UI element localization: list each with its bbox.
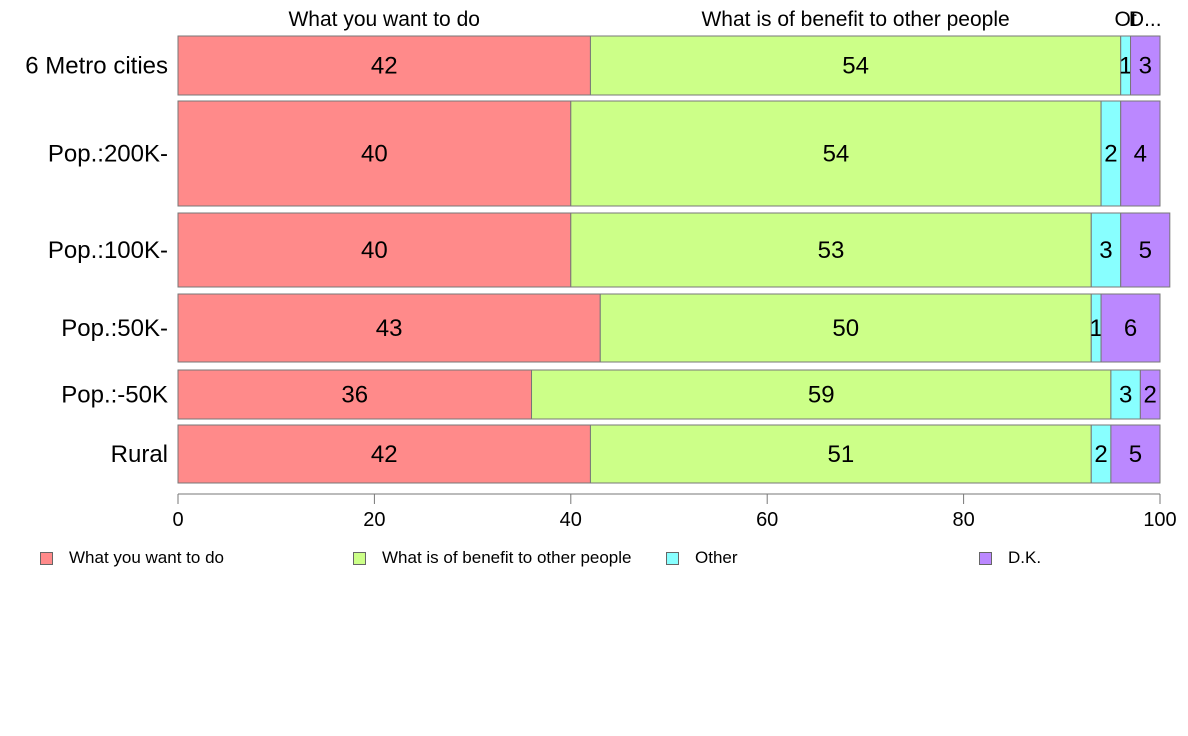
category-label: 6 Metro cities [25, 53, 168, 80]
legend-label: What is of benefit to other people [382, 548, 632, 567]
bar-segment [1110, 424, 1161, 484]
top-label: What you want to do [288, 8, 479, 31]
data-label: 3 [1099, 237, 1112, 264]
legend-item-want: What you want to do [40, 548, 224, 568]
category-label: Pop.:100K- [48, 237, 168, 264]
data-label: 3 [1139, 53, 1152, 80]
legend-swatch [979, 551, 992, 565]
legend-swatch [666, 551, 679, 565]
bar-segment [1100, 293, 1161, 363]
bar-segment [177, 369, 533, 420]
data-label: 54 [842, 53, 869, 80]
data-label: 42 [371, 441, 398, 468]
category-label: Rural [111, 441, 168, 468]
bar-segment [1110, 369, 1141, 420]
bar-segment [531, 369, 1112, 420]
bar-segment [589, 35, 1122, 96]
data-label: 2 [1094, 441, 1107, 468]
data-label: 36 [341, 382, 368, 409]
legend-item-other: Other [666, 548, 738, 568]
bar-segment [570, 212, 1092, 288]
legend-label: D.K. [1008, 548, 1042, 567]
bar-segment [1090, 212, 1122, 288]
data-label: 4 [1134, 141, 1147, 168]
legend-swatch [40, 551, 53, 565]
data-label: 1 [1119, 53, 1132, 80]
category-label: Pop.:50K- [61, 315, 168, 342]
data-label: 1 [1089, 315, 1102, 342]
data-label: 6 [1124, 315, 1137, 342]
category-label: Pop.:-50K [61, 382, 168, 409]
data-label: 43 [376, 315, 403, 342]
top-label: Ot [1115, 8, 1137, 31]
legend-label: What you want to do [69, 548, 224, 567]
top-label: What is of benefit to other people [701, 8, 1009, 31]
y-axis-labels: 6 Metro cities Pop.:200K- Pop.:100K- Pop.:5… [25, 53, 168, 469]
x-axis: 0 20 40 60 80 100 [172, 493, 1177, 531]
top-labels: What you want to do What is of benefit to… [288, 8, 1161, 31]
bar-segment [1120, 100, 1161, 207]
x-tick-label: 60 [756, 509, 778, 531]
data-label: 54 [823, 141, 850, 168]
data-label: 2 [1104, 141, 1117, 168]
x-tick-label: 20 [363, 509, 385, 531]
legend-swatch [353, 551, 366, 565]
bar-segment [177, 100, 572, 207]
data-label: 40 [361, 141, 388, 168]
x-tick-label: 40 [560, 509, 582, 531]
legend-item-dk: D.K. [979, 548, 1041, 568]
data-label: 42 [371, 53, 398, 80]
bar-segment [589, 424, 1092, 484]
category-label: Pop.:200K- [48, 141, 168, 168]
bar-segment [1139, 369, 1161, 420]
bar-segment [570, 100, 1102, 207]
bar-segment [177, 212, 572, 288]
data-label: 5 [1139, 237, 1152, 264]
x-tick-label: 80 [952, 509, 974, 531]
bars: 42 54 1 340 54 2 440 53 3 543 50 1 636 59 3 242 51 2 5 [177, 35, 1171, 484]
bar-segment [1130, 35, 1161, 96]
x-tick-label: 100 [1143, 509, 1176, 531]
bar-segment [599, 293, 1092, 363]
data-label: 2 [1144, 382, 1157, 409]
data-label: 59 [808, 382, 835, 409]
data-label: 50 [832, 315, 859, 342]
data-label: 3 [1119, 382, 1132, 409]
legend-label: Other [695, 548, 738, 567]
data-label: 51 [827, 441, 854, 468]
data-label: 5 [1129, 441, 1142, 468]
bar-segment [1120, 212, 1171, 288]
data-label: 53 [818, 237, 845, 264]
data-label: 40 [361, 237, 388, 264]
x-tick-label: 0 [172, 509, 183, 531]
bar-segment [177, 424, 591, 484]
legend: What you want to do What is of benefit t… [0, 548, 1188, 570]
bar-segment [177, 293, 601, 363]
legend-item-benefit: What is of benefit to other people [353, 548, 632, 568]
stacked-bar-chart: What you want to do What is of benefit to… [25, 8, 1177, 531]
top-label: D... [1129, 8, 1162, 31]
